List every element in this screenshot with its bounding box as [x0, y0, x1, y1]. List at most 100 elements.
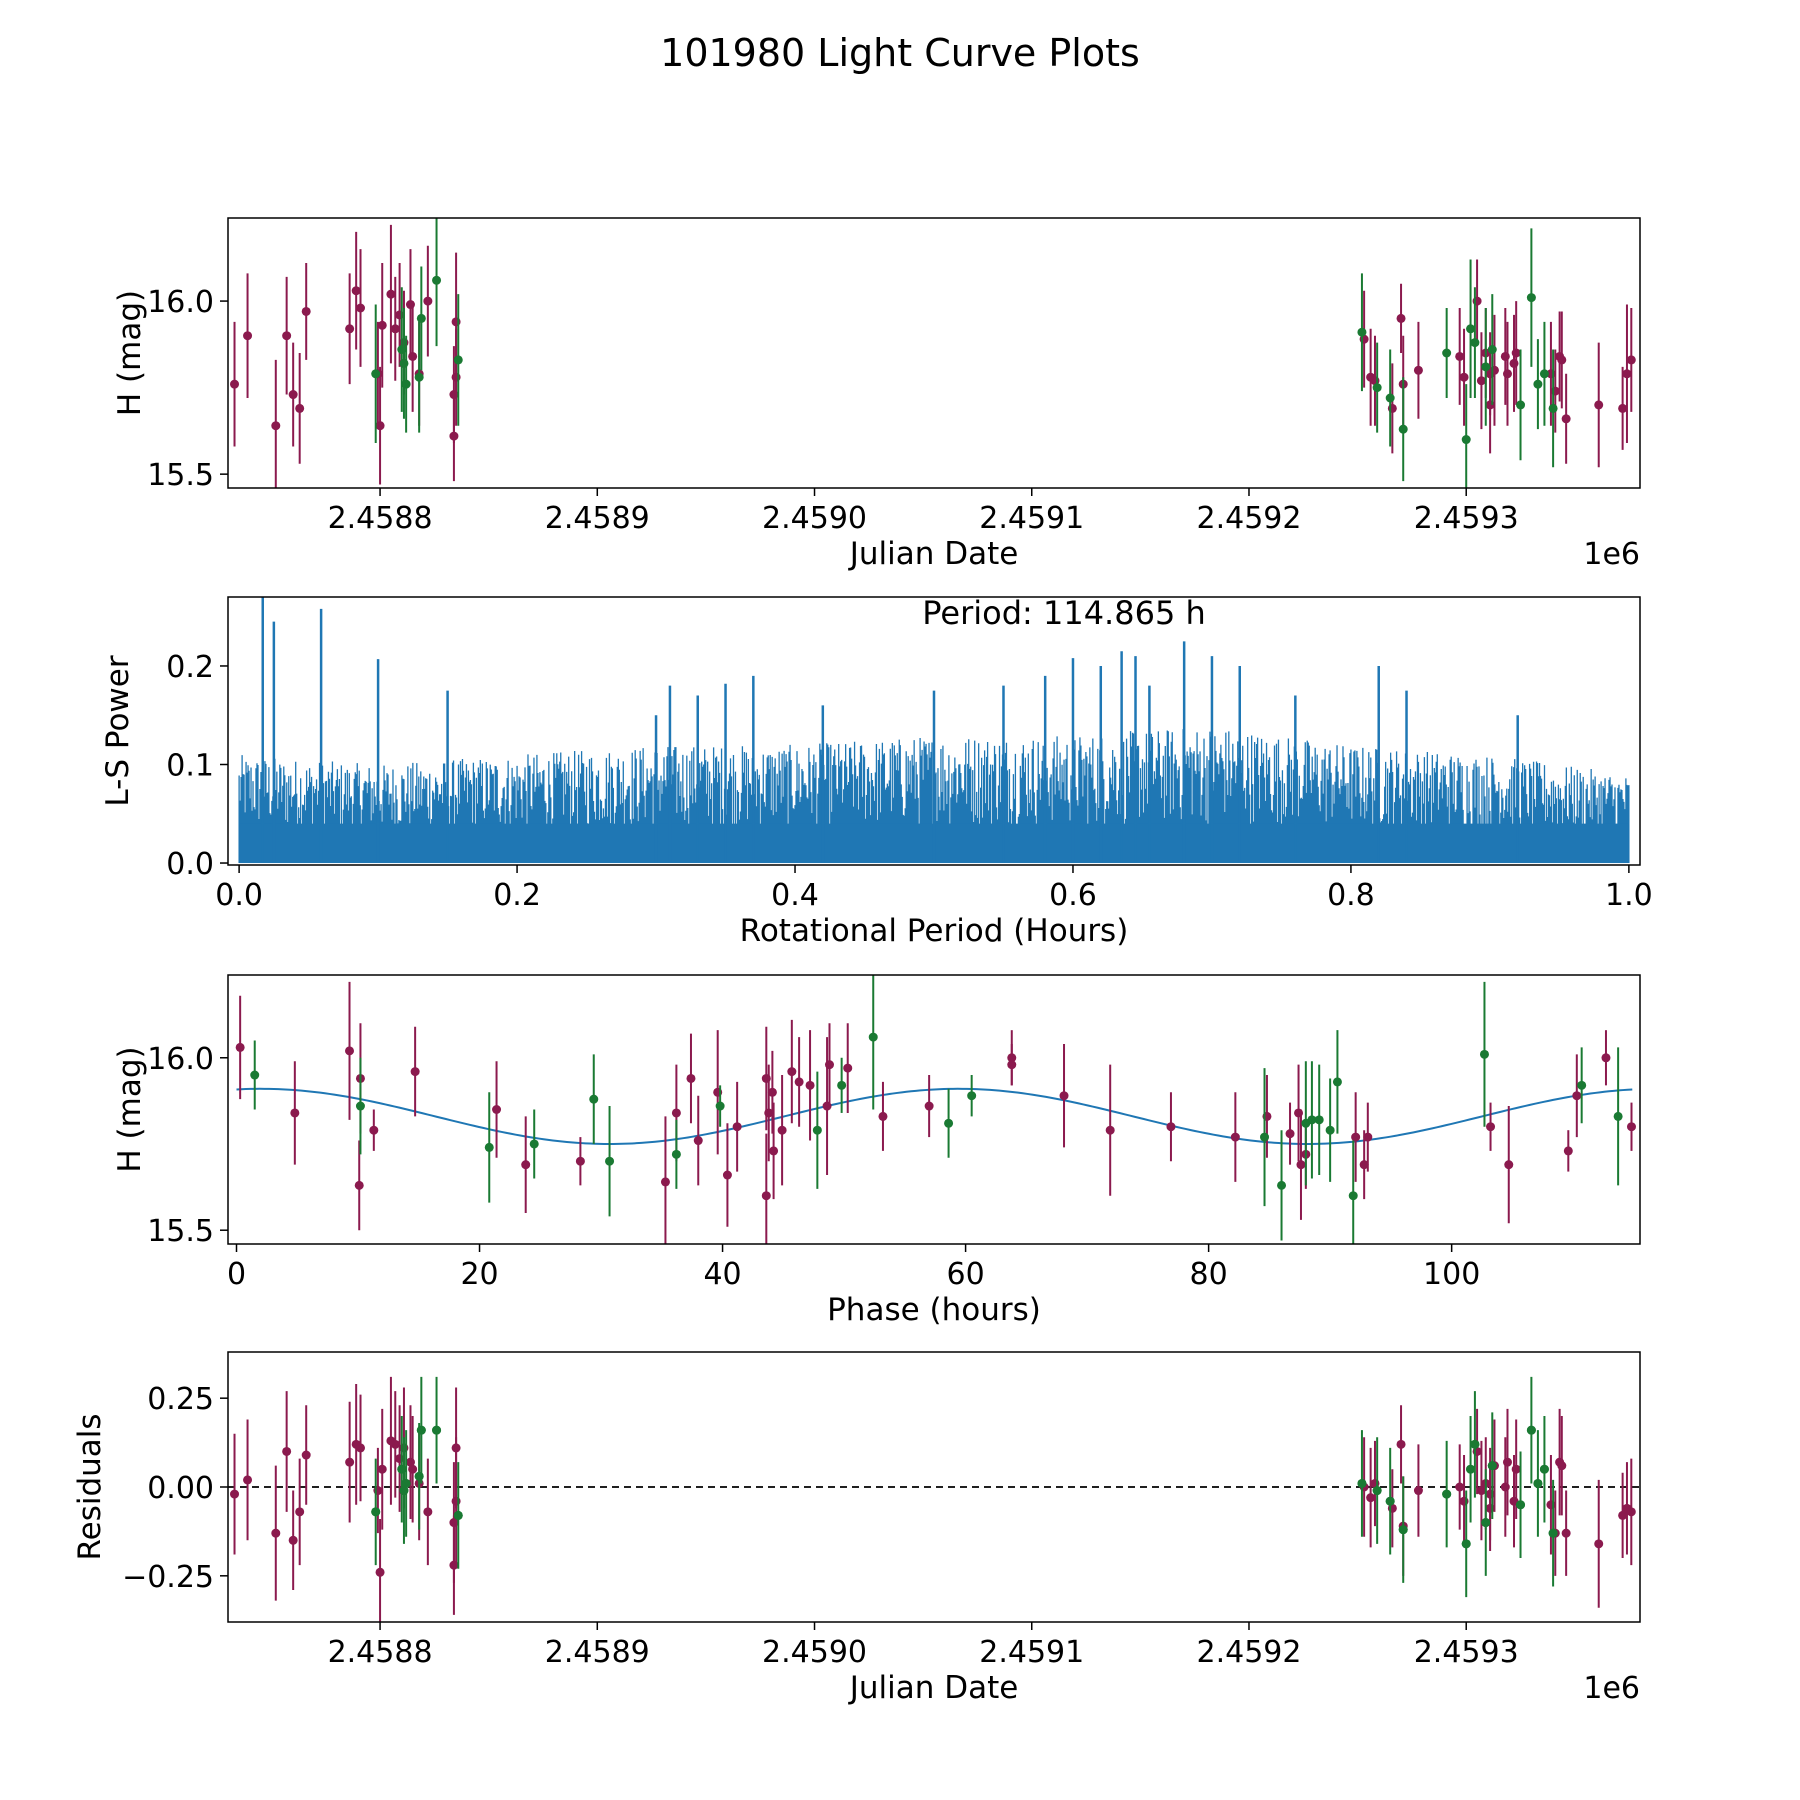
- data-point: [295, 1507, 305, 1517]
- data-point: [1539, 1464, 1549, 1474]
- x-tick-label: 2.4589: [545, 501, 650, 536]
- data-point: [1502, 1457, 1512, 1467]
- data-point: [369, 1125, 379, 1135]
- data-point: [843, 1063, 853, 1073]
- data-point: [529, 1139, 539, 1149]
- y-tick-label: 0.0: [166, 847, 214, 882]
- axes-frame: [227, 217, 1641, 489]
- data-point: [1476, 1486, 1486, 1496]
- data-point: [1461, 435, 1471, 445]
- x-offset-label: 1e6: [1583, 537, 1640, 572]
- data-point: [1285, 1129, 1295, 1139]
- data-point: [271, 1528, 281, 1538]
- data-point: [399, 1486, 409, 1496]
- data-point: [671, 1108, 681, 1118]
- data-point: [1548, 403, 1558, 413]
- data-point: [1332, 1077, 1342, 1087]
- data-point: [377, 1464, 387, 1474]
- axes-frame: [227, 974, 1641, 1245]
- data-point: [1479, 1049, 1489, 1059]
- data-point: [1398, 424, 1408, 434]
- data-point: [1325, 1125, 1335, 1135]
- data-point: [837, 1080, 847, 1090]
- x-tick-label: 2.4592: [1196, 501, 1301, 536]
- data-point: [1577, 1080, 1587, 1090]
- x-tick-label: 0.4: [771, 878, 819, 913]
- data-point: [386, 289, 396, 299]
- data-point: [805, 1080, 815, 1090]
- data-point: [288, 390, 298, 400]
- data-point: [371, 369, 381, 379]
- data-point: [1314, 1115, 1324, 1125]
- data-point: [414, 372, 424, 382]
- data-point: [575, 1156, 585, 1166]
- data-point: [1618, 1510, 1628, 1520]
- data-point: [390, 1439, 400, 1449]
- data-point: [1504, 1160, 1514, 1170]
- data-point: [290, 1108, 300, 1118]
- data-point: [1539, 369, 1549, 379]
- data-point: [1348, 1191, 1358, 1201]
- data-point: [410, 1067, 420, 1077]
- data-point: [1307, 1115, 1317, 1125]
- data-point: [235, 1042, 245, 1052]
- data-point: [345, 1046, 355, 1056]
- data-point: [1533, 1478, 1543, 1488]
- data-point: [1396, 313, 1406, 323]
- data-point: [1626, 1507, 1636, 1517]
- data-point: [1487, 345, 1497, 355]
- y-tick-label: 15.5: [147, 458, 214, 493]
- y-tick-label: −0.25: [122, 1560, 214, 1595]
- data-point: [1413, 1486, 1423, 1496]
- data-point: [1601, 1053, 1611, 1063]
- data-point: [1442, 348, 1452, 358]
- axes-frame: [227, 596, 1641, 866]
- data-point: [414, 1471, 424, 1481]
- data-point: [449, 431, 459, 441]
- data-point: [351, 286, 361, 296]
- period-annotation: Period: 114.865 h: [922, 594, 1206, 632]
- x-tick-label: 40: [703, 1257, 741, 1292]
- data-point: [777, 1125, 787, 1135]
- figure-title: 101980 Light Curve Plots: [660, 31, 1140, 75]
- data-point: [1398, 1525, 1408, 1535]
- data-point: [660, 1177, 670, 1187]
- x-tick-label: 100: [1423, 1257, 1480, 1292]
- data-point: [1511, 348, 1521, 358]
- data-point: [423, 296, 433, 306]
- data-point: [761, 1191, 771, 1201]
- data-point: [401, 1478, 411, 1488]
- data-point: [1481, 362, 1491, 372]
- data-point: [715, 1101, 725, 1111]
- data-point: [243, 331, 253, 341]
- x-tick-label: 2.4590: [762, 1635, 867, 1670]
- data-point: [767, 1087, 777, 1097]
- y-tick-label: 16.0: [147, 1042, 214, 1077]
- data-point: [416, 313, 426, 323]
- data-point: [282, 331, 292, 341]
- data-point: [371, 1507, 381, 1517]
- data-point: [1594, 400, 1604, 410]
- data-point: [492, 1105, 502, 1114]
- data-point: [423, 1507, 433, 1517]
- data-point: [1277, 1180, 1287, 1190]
- x-offset-label: 1e6: [1583, 1671, 1640, 1706]
- data-point: [1105, 1125, 1115, 1135]
- x-tick-label: 0.8: [1327, 878, 1375, 913]
- data-point: [1296, 1160, 1306, 1170]
- x-tick-label: 0.6: [1049, 878, 1097, 913]
- data-point: [1059, 1091, 1069, 1101]
- x-axis-label: Julian Date: [848, 1670, 1019, 1706]
- data-point: [345, 1457, 355, 1467]
- panel-phased: 0 20 40 60 80 100 15.5 16.0 Phase (hours) H (mag): [112, 974, 1641, 1328]
- data-point: [1363, 1132, 1373, 1142]
- panel-lightcurve: 2.4588 2.4589 2.4590 2.4591 2.4592 2.4593 15.5…: [112, 217, 1641, 572]
- data-point: [301, 306, 311, 316]
- x-axis-label: Rotational Period (Hours): [740, 913, 1129, 949]
- y-tick-label: 0.00: [147, 1471, 214, 1506]
- data-point: [1166, 1122, 1176, 1132]
- data-point: [288, 1535, 298, 1545]
- data-point: [924, 1101, 934, 1111]
- data-point: [1007, 1060, 1017, 1070]
- data-point: [732, 1122, 742, 1132]
